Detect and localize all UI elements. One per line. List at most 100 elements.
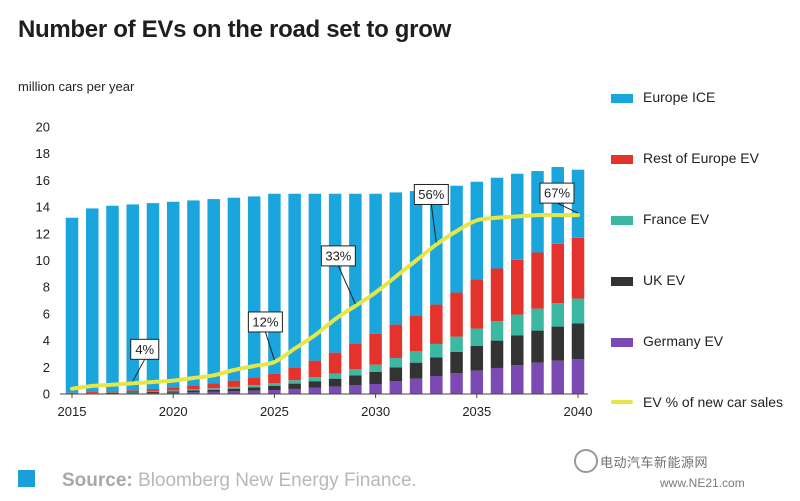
bar-france_ev-2033 (430, 343, 443, 358)
bar-germany_ev-2036 (490, 367, 504, 394)
y-tick-label-12: 12 (36, 226, 50, 241)
bar-france_ev-2034 (450, 336, 463, 352)
bar-france_ev-2019 (146, 391, 160, 392)
bar-europe_ice-2020 (166, 201, 180, 388)
annotation-box-2040 (539, 182, 575, 204)
bar-rest_of_europe_ev-2024 (247, 377, 261, 386)
bar-rest_of_europe_ev-2035 (470, 279, 484, 329)
bar-uk_ev-2035 (470, 345, 484, 371)
bar-france_ev-2024 (247, 385, 261, 388)
bar-uk_ev-2033 (430, 357, 443, 376)
y-axis-label: million cars per year (18, 79, 135, 94)
page-title: Number of EVs on the road set to grow (18, 16, 451, 43)
x-tick-label-2025: 2025 (260, 404, 289, 419)
bar-rest_of_europe_ev-2030 (369, 333, 382, 365)
legend-swatch-rest_of_europe_ev (611, 155, 633, 164)
bar-rest_of_europe_ev-2027 (308, 360, 322, 378)
bar-france_ev-2038 (531, 308, 544, 331)
y-tick-label-6: 6 (43, 306, 50, 321)
bar-germany_ev-2027 (308, 387, 322, 394)
bar-europe_ice-2032 (409, 191, 423, 316)
watermark-icon (574, 449, 598, 473)
ev-share-line-layer (70, 213, 580, 391)
source-marker (18, 470, 35, 487)
bar-rest_of_europe_ev-2017 (106, 391, 119, 393)
bar-europe_ice-2027 (308, 193, 322, 361)
bar-rest_of_europe_ev-2021 (187, 385, 200, 390)
source-text: Source: Bloomberg New Energy Finance. (62, 470, 417, 492)
bar-rest_of_europe_ev-2018 (126, 390, 139, 392)
bar-germany_ev-2039 (551, 360, 565, 395)
annotation-leader-2025 (264, 331, 275, 361)
legend-label-uk_ev: UK EV (643, 272, 686, 288)
bar-uk_ev-2039 (551, 326, 565, 361)
bar-rest_of_europe_ev-2038 (531, 252, 544, 309)
bar-europe_ice-2015 (65, 217, 79, 393)
y-tick-label-2: 2 (43, 360, 50, 375)
annotation-label-2025: 12% (252, 314, 278, 329)
bar-uk_ev-2020 (166, 391, 180, 393)
bar-germany_ev-2024 (247, 390, 261, 394)
bar-europe_ice-2023 (227, 197, 241, 381)
y-tick-label-20: 20 (36, 120, 50, 135)
bar-europe_ice-2022 (207, 199, 220, 384)
bar-europe_ice-2030 (369, 193, 382, 334)
bar-germany_ev-2031 (389, 381, 403, 394)
bar-france_ev-2040 (571, 298, 585, 324)
bar-germany_ev-2019 (146, 392, 160, 394)
bar-rest_of_europe_ev-2040 (571, 237, 585, 299)
bar-uk_ev-2023 (227, 388, 241, 392)
annotation-leader-2040 (556, 202, 579, 214)
bar-uk_ev-2037 (511, 335, 524, 366)
bar-uk_ev-2019 (146, 392, 160, 393)
bar-france_ev-2035 (470, 328, 484, 346)
bar-rest_of_europe_ev-2023 (227, 380, 241, 387)
bar-europe_ice-2017 (106, 205, 119, 392)
bar-europe_ice-2019 (146, 203, 160, 390)
bar-europe_ice-2031 (389, 192, 403, 325)
legend-swatch-ev_share_line (611, 400, 633, 404)
bar-uk_ev-2027 (308, 381, 322, 388)
bar-france_ev-2027 (308, 377, 322, 382)
legend-label-europe_ice: Europe ICE (643, 89, 716, 105)
bar-france_ev-2031 (389, 357, 403, 368)
bar-europe_ice-2018 (126, 204, 139, 391)
bar-france_ev-2032 (409, 351, 423, 363)
bar-europe_ice-2040 (571, 169, 585, 238)
bar-europe_ice-2016 (85, 208, 99, 392)
bar-france_ev-2039 (551, 303, 565, 327)
legend-item-europe_ice: Europe ICE (611, 88, 793, 107)
x-tick-label-2020: 2020 (159, 404, 188, 419)
y-tick-label-18: 18 (36, 146, 50, 161)
bar-europe_ice-2024 (247, 196, 261, 378)
x-tick-label-2015: 2015 (58, 404, 87, 419)
annotation-box-2018 (130, 338, 160, 360)
annotation-box-2029 (320, 245, 356, 267)
legend-label-france_ev: France EV (643, 211, 710, 227)
bar-rest_of_europe_ev-2015 (65, 392, 79, 394)
bar-uk_ev-2030 (369, 371, 382, 384)
bar-rest_of_europe_ev-2031 (389, 324, 403, 358)
annotation-leader-2029 (337, 265, 356, 305)
legend-swatch-france_ev (611, 216, 633, 225)
annotation-leader-2033 (430, 204, 437, 243)
bar-france_ev-2026 (288, 380, 301, 384)
bar-france_ev-2021 (187, 389, 200, 391)
bar-uk_ev-2036 (490, 340, 504, 368)
annotation-leader-2018 (132, 359, 146, 382)
annotation-box-2025 (247, 311, 283, 333)
bar-germany_ev-2037 (511, 365, 524, 394)
bar-germany_ev-2023 (227, 391, 241, 394)
annotation-box-2033 (413, 183, 449, 205)
x-tick-label-2035: 2035 (462, 404, 491, 419)
bar-france_ev-2029 (349, 369, 362, 376)
bar-uk_ev-2028 (328, 378, 342, 387)
bar-germany_ev-2038 (531, 362, 544, 394)
bar-rest_of_europe_ev-2029 (349, 343, 362, 370)
bar-uk_ev-2022 (207, 389, 220, 392)
bar-europe_ice-2034 (450, 185, 463, 293)
annotation-label-2029: 33% (325, 248, 351, 263)
bar-uk_ev-2034 (450, 351, 463, 374)
bar-rest_of_europe_ev-2028 (328, 352, 342, 374)
